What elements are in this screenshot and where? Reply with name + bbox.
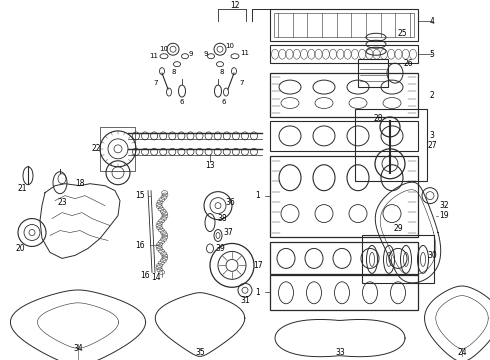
- Bar: [355, 109, 427, 181]
- Text: 9: 9: [204, 51, 208, 57]
- Text: 27: 27: [427, 141, 437, 150]
- Text: 12: 12: [230, 1, 240, 10]
- Text: 32: 32: [439, 201, 449, 210]
- Text: 4: 4: [430, 17, 435, 26]
- Text: 7: 7: [240, 80, 244, 86]
- Text: 11: 11: [241, 50, 249, 56]
- Text: 28: 28: [373, 114, 383, 123]
- Bar: [358, 59, 388, 87]
- Text: 8: 8: [220, 69, 224, 75]
- Text: 16: 16: [135, 241, 145, 250]
- Text: 13: 13: [205, 161, 215, 170]
- Text: 39: 39: [215, 244, 225, 253]
- Text: 37: 37: [223, 228, 233, 237]
- Bar: [270, 243, 418, 274]
- Bar: [270, 9, 418, 41]
- Text: 1: 1: [256, 288, 260, 297]
- Text: 36: 36: [225, 198, 235, 207]
- Bar: [274, 13, 414, 37]
- Bar: [270, 156, 418, 238]
- Text: 23: 23: [57, 198, 67, 207]
- Text: 3: 3: [430, 131, 435, 140]
- Text: 10: 10: [160, 46, 169, 52]
- Text: 7: 7: [154, 80, 158, 86]
- Text: 6: 6: [222, 99, 226, 105]
- Text: 5: 5: [430, 50, 435, 59]
- Text: 19: 19: [439, 211, 449, 220]
- Bar: [100, 127, 135, 171]
- Bar: [270, 45, 418, 63]
- Text: 33: 33: [335, 347, 345, 356]
- Text: 20: 20: [15, 244, 25, 253]
- Bar: [362, 235, 434, 283]
- Text: 14: 14: [151, 273, 161, 282]
- Text: 10: 10: [225, 43, 235, 49]
- Bar: [270, 73, 418, 117]
- Text: 38: 38: [217, 214, 227, 223]
- Text: 15: 15: [135, 191, 145, 200]
- Text: 25: 25: [397, 29, 407, 38]
- Bar: [270, 275, 418, 310]
- Text: 8: 8: [172, 69, 176, 75]
- Text: 11: 11: [149, 53, 158, 59]
- Text: 31: 31: [240, 296, 250, 305]
- Text: 35: 35: [195, 347, 205, 356]
- Text: 22: 22: [91, 144, 101, 153]
- Text: 6: 6: [180, 99, 184, 105]
- Text: 2: 2: [430, 91, 434, 100]
- Text: 16: 16: [140, 271, 150, 280]
- Text: 17: 17: [253, 261, 263, 270]
- Text: 24: 24: [457, 347, 467, 356]
- Text: 18: 18: [75, 179, 85, 188]
- Text: 21: 21: [17, 184, 27, 193]
- Text: 34: 34: [73, 343, 83, 352]
- Text: 30: 30: [427, 251, 437, 260]
- Text: 1: 1: [256, 191, 260, 200]
- Text: 29: 29: [393, 224, 403, 233]
- Text: 9: 9: [189, 51, 193, 57]
- Bar: [270, 121, 418, 151]
- Text: 26: 26: [403, 59, 413, 68]
